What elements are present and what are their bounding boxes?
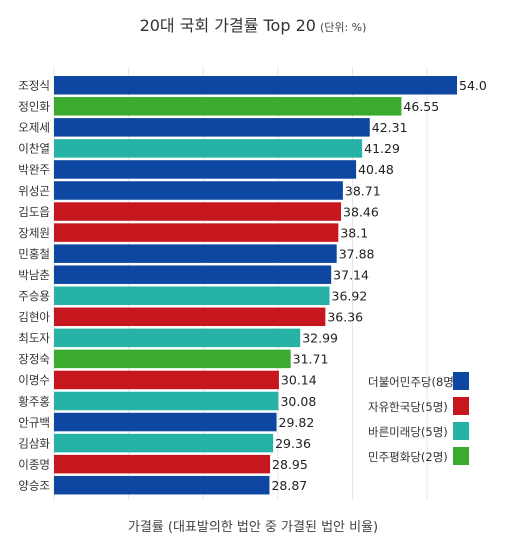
category-label-3: 이찬열 <box>18 142 50 156</box>
bar-5 <box>54 181 343 200</box>
category-label-13: 장정숙 <box>18 352 50 366</box>
value-label-15: 30.08 <box>280 394 316 409</box>
category-label-5: 위성곤 <box>18 184 50 198</box>
bar-0 <box>54 76 457 95</box>
category-label-2: 오제세 <box>18 121 50 135</box>
value-label-2: 42.31 <box>372 120 408 135</box>
value-label-14: 30.14 <box>281 373 317 388</box>
value-label-4: 40.48 <box>358 162 394 177</box>
value-label-6: 38.46 <box>343 204 379 219</box>
category-label-14: 이명수 <box>18 373 50 387</box>
bar-12 <box>54 328 301 348</box>
value-label-9: 37.14 <box>333 267 369 282</box>
legend-swatch-2 <box>453 422 469 440</box>
chart-subtitle: (단위: %) <box>319 21 367 34</box>
category-label-12: 최도자 <box>18 331 50 345</box>
category-label-10: 주승용 <box>18 289 50 303</box>
value-label-17: 29.36 <box>275 436 311 451</box>
category-label-17: 김삼화 <box>18 436 50 450</box>
value-label-13: 31.71 <box>293 352 329 367</box>
legend-swatch-3 <box>453 447 469 465</box>
bar-19 <box>54 475 270 495</box>
value-label-8: 37.88 <box>339 246 375 261</box>
bar-15 <box>54 391 279 411</box>
bar-1 <box>54 97 402 116</box>
bar-4 <box>54 160 357 179</box>
value-label-12: 32.99 <box>302 331 338 346</box>
bar-3 <box>54 139 363 158</box>
category-label-15: 황주홍 <box>18 394 50 408</box>
bar-6 <box>54 202 342 221</box>
value-label-5: 38.71 <box>345 183 381 198</box>
legend-swatch-1 <box>453 397 469 415</box>
value-label-7: 38.1 <box>340 225 368 240</box>
category-label-18: 이종명 <box>18 457 50 471</box>
value-label-0: 54.0 <box>459 78 487 93</box>
bar-2 <box>54 118 370 137</box>
value-label-16: 29.82 <box>279 415 315 430</box>
legend-item-3: 민주평화당(2명) <box>368 445 488 470</box>
bar-7 <box>54 223 339 242</box>
legend-label-1: 자유한국당(5명) <box>368 400 448 414</box>
bar-13 <box>54 349 291 369</box>
legend-item-0: 더불어민주당(8명) <box>368 370 488 395</box>
bar-17 <box>54 433 274 453</box>
bar-14 <box>54 370 279 390</box>
legend-item-2: 바른미래당(5명) <box>368 420 488 445</box>
legend-label-2: 바른미래당(5명) <box>368 425 448 439</box>
legend-item-1: 자유한국당(5명) <box>368 395 488 420</box>
category-label-1: 정인화 <box>18 100 50 114</box>
legend-swatch-0 <box>453 372 469 390</box>
value-label-18: 28.95 <box>272 457 308 472</box>
value-label-1: 46.55 <box>403 99 439 114</box>
bar-8 <box>54 244 337 263</box>
value-label-10: 36.92 <box>332 289 368 304</box>
category-label-11: 김현아 <box>18 310 50 324</box>
category-label-4: 박완주 <box>18 163 50 177</box>
value-label-11: 36.36 <box>327 310 363 325</box>
bar-11 <box>54 307 326 327</box>
chart-title: 20대 국회 가결률 Top 20 (단위: %) <box>0 12 506 36</box>
chart-title-text: 20대 국회 가결률 Top 20 <box>139 16 316 35</box>
category-label-19: 양승조 <box>18 478 50 492</box>
value-label-19: 28.87 <box>271 478 307 493</box>
category-label-6: 김도읍 <box>18 205 50 219</box>
value-label-3: 41.29 <box>364 141 400 156</box>
category-label-0: 조정식 <box>18 79 50 93</box>
legend-label-0: 더불어민주당(8명) <box>368 375 459 389</box>
bar-18 <box>54 454 271 474</box>
x-axis-label: 가결률 (대표발의한 법안 중 가결된 법안 비율) <box>127 520 379 535</box>
legend-label-3: 민주평화당(2명) <box>368 450 448 464</box>
category-label-9: 박남춘 <box>18 268 50 282</box>
bar-10 <box>54 286 330 305</box>
bar-chart: 조정식 54.0 정인화 46.55 오제세 42.31 이찬열 41.29 박완주 40.48 위… <box>18 67 487 500</box>
category-label-8: 민홍철 <box>18 247 50 261</box>
bar-9 <box>54 265 332 284</box>
category-label-16: 안규백 <box>18 415 50 429</box>
legend: 더불어민주당(8명) 자유한국당(5명) 바른미래당(5명) 민주평화당(2명) <box>368 370 488 470</box>
bar-16 <box>54 412 277 432</box>
category-label-7: 장제원 <box>18 226 50 240</box>
